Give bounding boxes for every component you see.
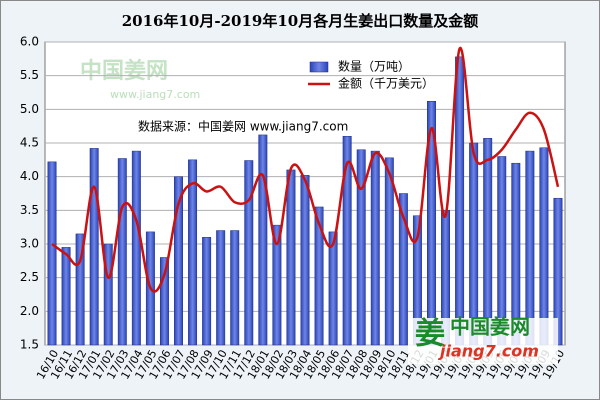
watermark-url: www.jiang7.com <box>110 88 200 101</box>
bar <box>342 136 352 346</box>
legend-label: 金额（千万美元） <box>338 76 434 91</box>
y-tick-label: 3.5 <box>20 203 39 217</box>
chart-title: 2016年10月-2019年10月各月生姜出口数量及金额 <box>122 12 478 30</box>
legend-swatch <box>309 61 329 73</box>
y-tick-label: 1.5 <box>20 338 39 352</box>
logo-icon: 姜 <box>415 317 445 352</box>
logo-box <box>408 318 558 364</box>
bar <box>314 206 324 346</box>
y-tick-label: 5.0 <box>20 102 39 116</box>
logo: 中国姜网 <box>450 315 530 339</box>
bar <box>202 237 212 346</box>
bar <box>244 160 254 346</box>
annotation: 数据来源：中国姜网 www.jiang7.com <box>138 119 348 134</box>
watermark: 中国姜网 <box>80 58 168 84</box>
bar <box>117 158 127 346</box>
y-tick-label: 2.0 <box>20 304 39 318</box>
bar <box>455 56 465 346</box>
bar <box>286 169 296 346</box>
bar <box>89 148 99 346</box>
bar <box>131 150 141 346</box>
bar <box>159 257 169 346</box>
y-tick-label: 2.5 <box>20 270 39 284</box>
bar <box>61 247 71 346</box>
bar <box>272 224 282 346</box>
bar <box>75 233 85 346</box>
bar <box>188 159 198 346</box>
bar <box>370 150 380 346</box>
bar <box>300 175 310 346</box>
bar <box>398 193 408 346</box>
bar <box>174 176 183 346</box>
y-tick-label: 3.0 <box>20 237 39 251</box>
bar <box>230 230 240 346</box>
y-tick-label: 4.0 <box>20 169 39 183</box>
y-tick-label: 6.0 <box>20 35 39 49</box>
bar <box>356 149 366 346</box>
line <box>51 46 560 293</box>
logo-url: jiang7.com <box>437 342 539 361</box>
y-tick-label: 4.5 <box>20 136 39 150</box>
y-tick-label: 5.5 <box>20 68 39 82</box>
bar <box>216 230 226 346</box>
bar <box>47 161 57 346</box>
bar <box>258 134 268 346</box>
bar <box>539 147 549 346</box>
legend-label: 数量（万吨） <box>338 59 410 74</box>
bar <box>384 157 394 346</box>
bar <box>328 231 338 346</box>
bar <box>103 243 113 346</box>
